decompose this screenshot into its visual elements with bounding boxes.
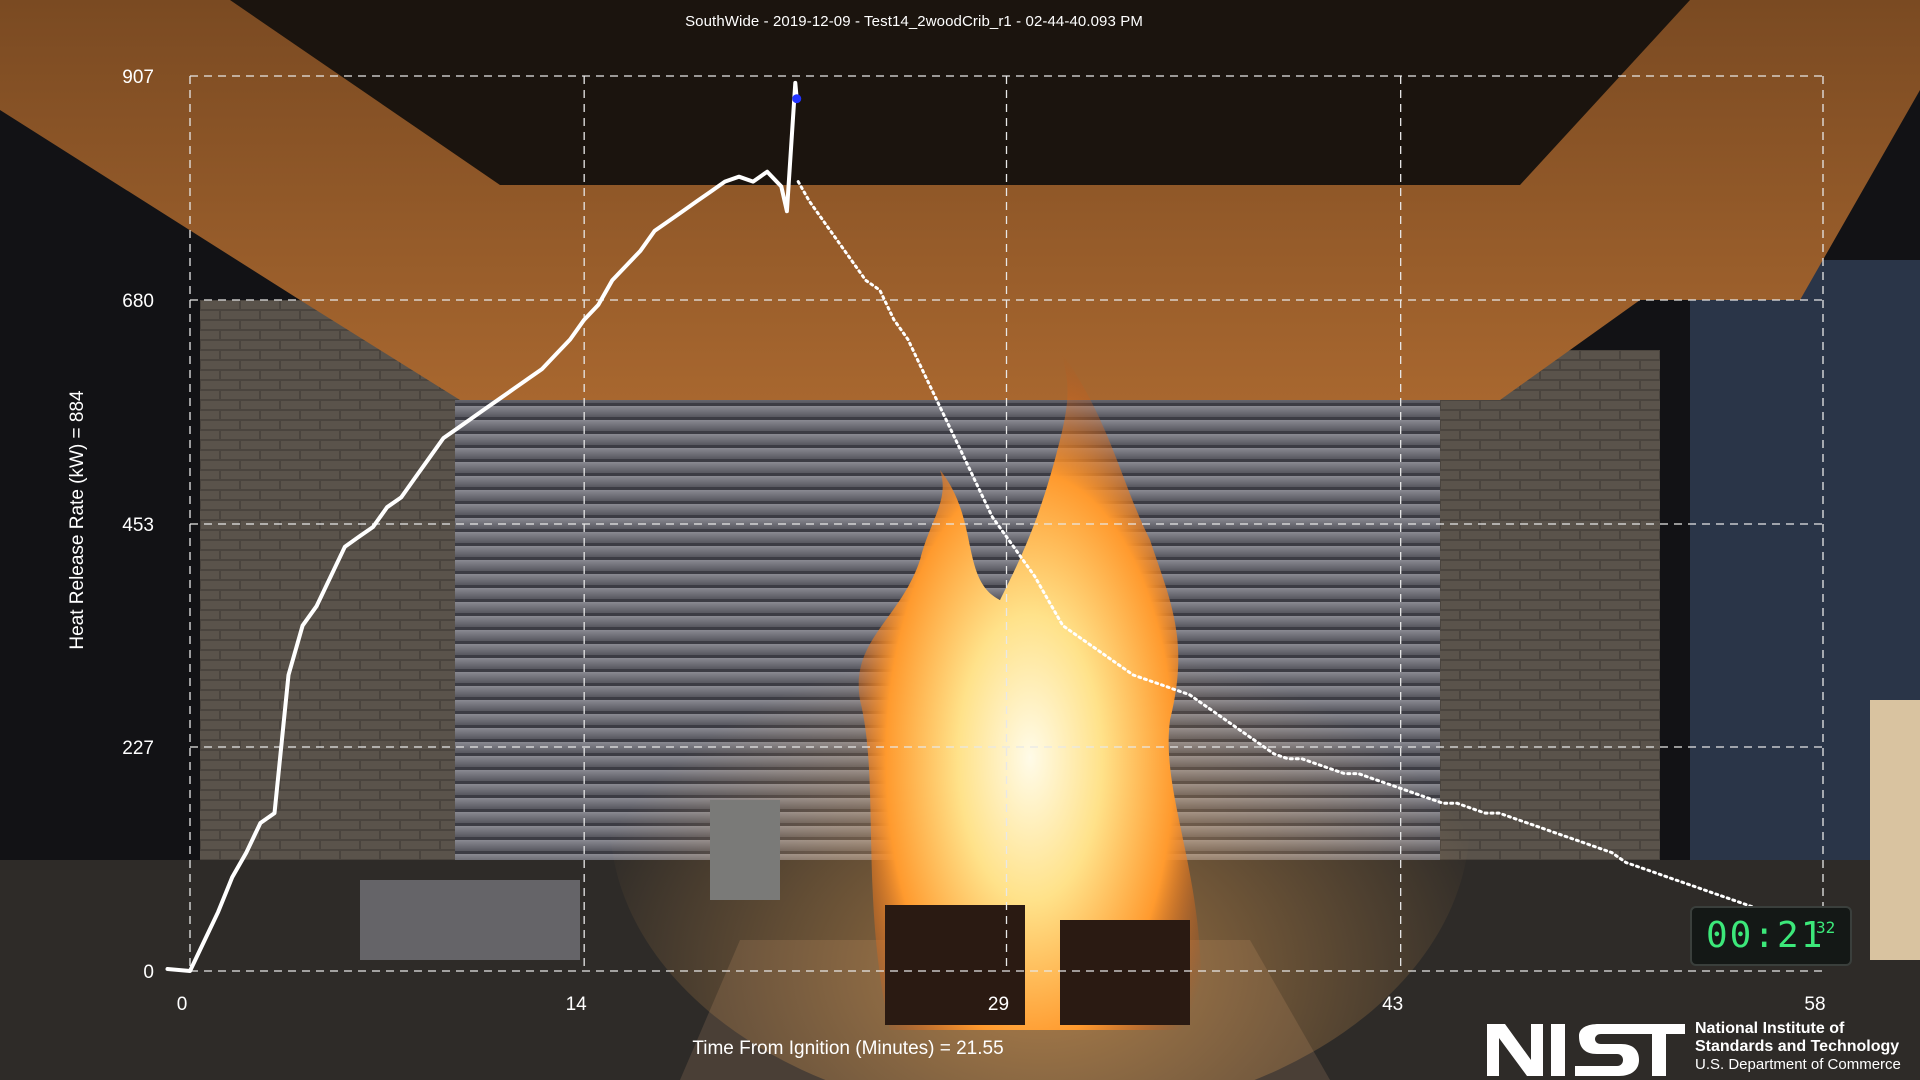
nist-logo-text: National Institute of Standards and Tech… bbox=[1695, 1020, 1901, 1074]
chart-grid bbox=[189, 75, 1824, 972]
x-tick-label: 58 bbox=[1804, 994, 1825, 1015]
chart-title: SouthWide - 2019-12-09 - Test14_2woodCri… bbox=[685, 13, 1143, 30]
timer-seconds: 32 bbox=[1816, 918, 1836, 937]
digital-timer: 00:21 32 bbox=[1690, 906, 1852, 966]
y-tick-label: 227 bbox=[122, 738, 154, 759]
y-axis-label: Heat Release Rate (kW) = 884 bbox=[67, 390, 88, 650]
nist-logo: National Institute of Standards and Tech… bbox=[1483, 1018, 1920, 1080]
x-tick-label: 29 bbox=[988, 994, 1009, 1015]
y-tick-label: 0 bbox=[143, 962, 154, 983]
current-value-point bbox=[792, 94, 802, 104]
hrr-series-future bbox=[796, 180, 1811, 929]
y-tick-label: 453 bbox=[122, 515, 154, 536]
nist-logo-mark bbox=[1487, 1024, 1685, 1076]
hrr-series-past bbox=[165, 80, 799, 973]
timer-digits: 00:21 bbox=[1706, 915, 1825, 956]
x-tick-label: 0 bbox=[177, 994, 188, 1015]
y-tick-label: 680 bbox=[122, 291, 154, 312]
nist-logo-line1: National Institute of bbox=[1695, 1020, 1845, 1037]
x-tick-label: 14 bbox=[566, 994, 588, 1015]
x-tick-label: 43 bbox=[1382, 994, 1403, 1015]
x-axis-label: Time From Ignition (Minutes) = 21.55 bbox=[692, 1038, 1004, 1059]
chart-current-marker bbox=[792, 94, 802, 104]
nist-logo-line3: U.S. Department of Commerce bbox=[1695, 1056, 1901, 1073]
y-tick-label: 907 bbox=[122, 67, 154, 88]
chart-series bbox=[165, 80, 1811, 973]
nist-logo-line2: Standards and Technology bbox=[1695, 1038, 1900, 1055]
chart-tick-labels: 0 227 453 680 907 0 14 29 43 58 bbox=[122, 67, 1825, 1015]
